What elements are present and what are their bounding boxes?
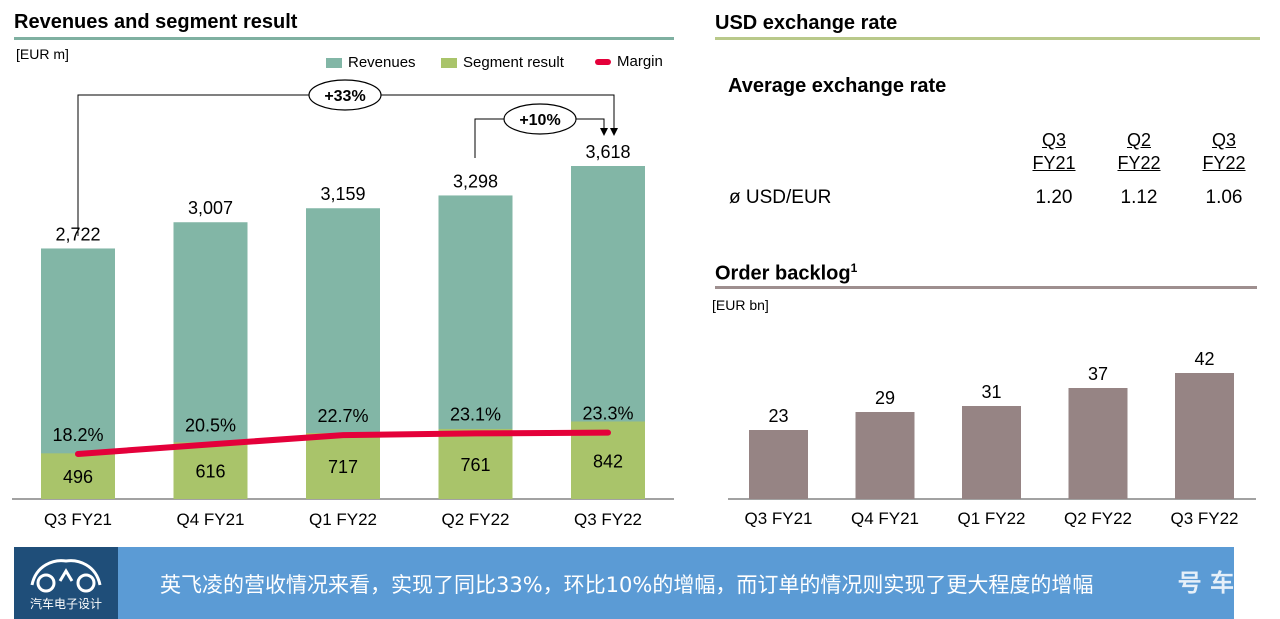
fx-col-q3fy21: Q3 FY21 <box>1024 129 1084 175</box>
backlog-label-q3-fy22: 42 <box>1194 349 1214 369</box>
backlog-footnote-marker: 1 <box>850 261 858 275</box>
legend-revenues: Revenues <box>326 54 416 71</box>
channel-logo: 汽车电子设计 <box>14 547 118 619</box>
label-segment-result-q3-fy21: 496 <box>63 467 93 487</box>
legend-revenues-swatch <box>326 57 342 68</box>
backlog-title-rule <box>715 286 1257 289</box>
backlog-label-q4-fy21: 29 <box>875 388 895 408</box>
x-tick-q2-fy22: Q2 FY22 <box>441 510 509 529</box>
fx-col-q3fy22-line1: Q3 <box>1211 130 1236 150</box>
fx-col-q2fy22-line1: Q2 <box>1126 130 1151 150</box>
label-revenues-q3-fy22: 3,618 <box>585 142 630 162</box>
revenue-unit-label: [EUR m] <box>16 46 69 62</box>
backlog-label-q2-fy22: 37 <box>1088 364 1108 384</box>
backlog-x-tick-q1-fy22: Q1 FY22 <box>957 509 1025 528</box>
label-margin-q2-fy22: 23.1% <box>450 404 501 424</box>
logo-caption: 汽车电子设计 <box>29 597 102 611</box>
legend-revenues-label: Revenues <box>348 54 416 71</box>
backlog-label-q3-fy21: 23 <box>768 406 788 426</box>
annotation-qoq: +10% <box>474 103 608 158</box>
x-tick-q4-fy21: Q4 FY21 <box>176 510 244 529</box>
annotation-qoq-text: +10% <box>519 112 560 129</box>
margin-line <box>75 429 611 457</box>
watermark: 号 车 <box>1177 569 1234 597</box>
label-revenues-q4-fy21: 3,007 <box>188 198 233 218</box>
legend-margin-label: Margin <box>617 53 663 70</box>
label-revenues-q3-fy21: 2,722 <box>55 224 100 244</box>
fx-col-q3fy21-line1: Q3 <box>1041 130 1066 150</box>
fx-title-rule <box>715 37 1260 40</box>
label-segment-result-q2-fy22: 761 <box>460 455 490 475</box>
backlog-x-tick-q4-fy21: Q4 FY21 <box>851 509 919 528</box>
fx-row-label: ø USD/EUR <box>729 187 832 208</box>
revenue-chart-title: Revenues and segment result <box>14 11 298 33</box>
fx-col-q2fy22: Q2 FY22 <box>1109 129 1169 175</box>
label-margin-q3-fy22: 23.3% <box>582 404 633 424</box>
x-tick-q3-fy21: Q3 FY21 <box>44 510 112 529</box>
backlog-x-tick-q3-fy21: Q3 FY21 <box>744 509 812 528</box>
backlog-chart: 23 Q3 FY21 29 Q4 FY21 31 Q1 FY22 37 Q2 FY22 42 Q3… <box>728 349 1256 528</box>
legend-segment-result: Segment result <box>441 54 564 71</box>
backlog-bar-q3-fy21 <box>749 430 808 499</box>
label-margin-q3-fy21: 18.2% <box>52 425 103 445</box>
backlog-label-q1-fy22: 31 <box>981 382 1001 402</box>
fx-col-q3fy22-line2: FY22 <box>1202 153 1246 173</box>
fx-col-q3fy21-line2: FY21 <box>1032 153 1076 173</box>
backlog-title-text: Order backlog <box>715 262 851 285</box>
fx-value-q2fy22: 1.12 <box>1120 187 1158 208</box>
fx-value-q3fy22: 1.06 <box>1205 187 1243 208</box>
car-logo-icon <box>30 559 102 593</box>
legend-margin: Margin <box>595 53 663 70</box>
legend-segment-result-label: Segment result <box>463 54 564 71</box>
fx-col-q3fy22: Q3 FY22 <box>1194 129 1254 175</box>
backlog-bar-q1-fy22 <box>962 406 1021 499</box>
bar-segment-result-q4-fy21 <box>173 442 248 499</box>
backlog-bar-q4-fy21 <box>855 412 915 499</box>
label-segment-result-q1-fy22: 717 <box>328 457 358 477</box>
backlog-x-tick-q2-fy22: Q2 FY22 <box>1064 509 1132 528</box>
fx-value-q3fy21: 1.20 <box>1035 187 1073 208</box>
annotation-yoy: +33% <box>77 79 618 236</box>
backlog-title: Order backlog1 <box>715 261 857 286</box>
x-tick-q1-fy22: Q1 FY22 <box>309 510 377 529</box>
bar-segment-result-q2-fy22 <box>438 428 513 499</box>
legend-segment-result-swatch <box>441 57 457 68</box>
bar-segment-result-q1-fy22 <box>306 433 380 499</box>
fx-title: USD exchange rate <box>715 12 898 34</box>
label-revenues-q1-fy22: 3,159 <box>320 184 365 204</box>
bar-segment-result-q3-fy21 <box>41 453 115 499</box>
label-segment-result-q3-fy22: 842 <box>593 451 623 471</box>
backlog-bar-q3-fy22 <box>1175 373 1234 499</box>
x-tick-q3-fy22: Q3 FY22 <box>574 510 642 529</box>
backlog-bar-q2-fy22 <box>1068 388 1128 499</box>
subtitle-text: 英飞凌的营收情况来看，实现了同比33%，环比10%的增幅，而订单的情况则实现了更… <box>160 573 1094 597</box>
label-revenues-q2-fy22: 3,298 <box>453 171 498 191</box>
label-margin-q1-fy22: 22.7% <box>317 406 368 426</box>
fx-subtitle: Average exchange rate <box>728 75 947 97</box>
annotation-yoy-text: +33% <box>324 88 365 105</box>
backlog-x-tick-q3-fy22: Q3 FY22 <box>1170 509 1238 528</box>
backlog-unit-label: [EUR bn] <box>712 297 769 313</box>
revenue-title-rule <box>14 37 674 40</box>
label-segment-result-q4-fy21: 616 <box>195 462 225 482</box>
legend-margin-swatch <box>595 58 611 65</box>
label-margin-q4-fy21: 20.5% <box>185 415 236 435</box>
fx-col-q2fy22-line2: FY22 <box>1117 153 1161 173</box>
subtitle-bar: 汽车电子设计 英飞凌的营收情况来看，实现了同比33%，环比10%的增幅，而订单的… <box>14 547 1234 619</box>
revenue-chart: +33% +10% 2,722 496 Q3 FY21 3,007 616 Q4 FY21… <box>12 79 674 529</box>
